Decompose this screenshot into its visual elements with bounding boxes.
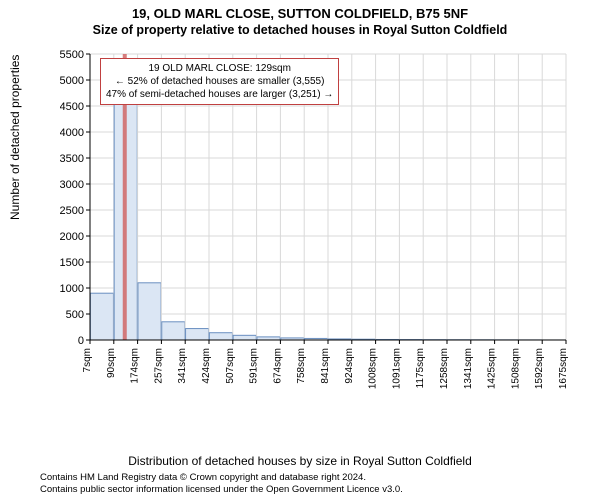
attribution-line-2: Contains public sector information licen… <box>40 484 403 496</box>
svg-text:1508sqm: 1508sqm <box>510 348 521 389</box>
svg-text:90sqm: 90sqm <box>106 348 117 378</box>
attribution: Contains HM Land Registry data © Crown c… <box>40 472 403 496</box>
svg-text:4500: 4500 <box>60 101 84 113</box>
title-line-1: 19, OLD MARL CLOSE, SUTTON COLDFIELD, B7… <box>0 6 600 21</box>
svg-text:1675sqm: 1675sqm <box>558 348 569 389</box>
annotation-box: 19 OLD MARL CLOSE: 129sqm ← 52% of detac… <box>100 58 339 105</box>
svg-text:5500: 5500 <box>60 49 84 61</box>
svg-text:1592sqm: 1592sqm <box>534 348 545 389</box>
svg-text:591sqm: 591sqm <box>249 348 260 384</box>
chart-container: 19, OLD MARL CLOSE, SUTTON COLDFIELD, B7… <box>0 0 600 500</box>
svg-text:2500: 2500 <box>60 205 84 217</box>
svg-text:1175sqm: 1175sqm <box>415 348 426 388</box>
svg-text:841sqm: 841sqm <box>320 348 331 384</box>
svg-text:2000: 2000 <box>60 231 84 243</box>
svg-text:1258sqm: 1258sqm <box>439 348 450 389</box>
svg-text:500: 500 <box>66 309 84 321</box>
svg-text:0: 0 <box>78 335 84 347</box>
title-line-2: Size of property relative to detached ho… <box>0 23 600 37</box>
x-axis-label: Distribution of detached houses by size … <box>0 454 600 468</box>
svg-text:5000: 5000 <box>60 75 84 87</box>
svg-text:758sqm: 758sqm <box>296 348 307 384</box>
svg-text:1341sqm: 1341sqm <box>463 348 474 389</box>
titles: 19, OLD MARL CLOSE, SUTTON COLDFIELD, B7… <box>0 0 600 37</box>
svg-text:3500: 3500 <box>60 153 84 165</box>
svg-text:341sqm: 341sqm <box>177 348 188 384</box>
svg-text:1000: 1000 <box>60 283 84 295</box>
svg-text:424sqm: 424sqm <box>201 348 212 384</box>
svg-text:4000: 4000 <box>60 127 84 139</box>
svg-text:257sqm: 257sqm <box>153 348 164 384</box>
svg-text:507sqm: 507sqm <box>225 348 236 384</box>
y-axis-label: Number of detached properties <box>8 55 22 220</box>
svg-text:1425sqm: 1425sqm <box>487 348 498 389</box>
svg-text:174sqm: 174sqm <box>130 348 141 384</box>
svg-text:3000: 3000 <box>60 179 84 191</box>
plot-area: 0 500 1000 1500 2000 2500 3000 3500 4000 4500 5000… <box>60 48 570 398</box>
svg-text:924sqm: 924sqm <box>344 348 355 384</box>
svg-text:7sqm: 7sqm <box>82 348 93 372</box>
svg-text:674sqm: 674sqm <box>272 348 283 384</box>
annotation-line-3: 47% of semi-detached houses are larger (… <box>106 88 333 101</box>
annotation-line-2: ← 52% of detached houses are smaller (3,… <box>106 75 333 88</box>
svg-text:1500: 1500 <box>60 257 84 269</box>
svg-text:1091sqm: 1091sqm <box>391 348 402 389</box>
svg-text:1008sqm: 1008sqm <box>368 348 379 389</box>
attribution-line-1: Contains HM Land Registry data © Crown c… <box>40 472 403 484</box>
annotation-line-1: 19 OLD MARL CLOSE: 129sqm <box>106 62 333 75</box>
